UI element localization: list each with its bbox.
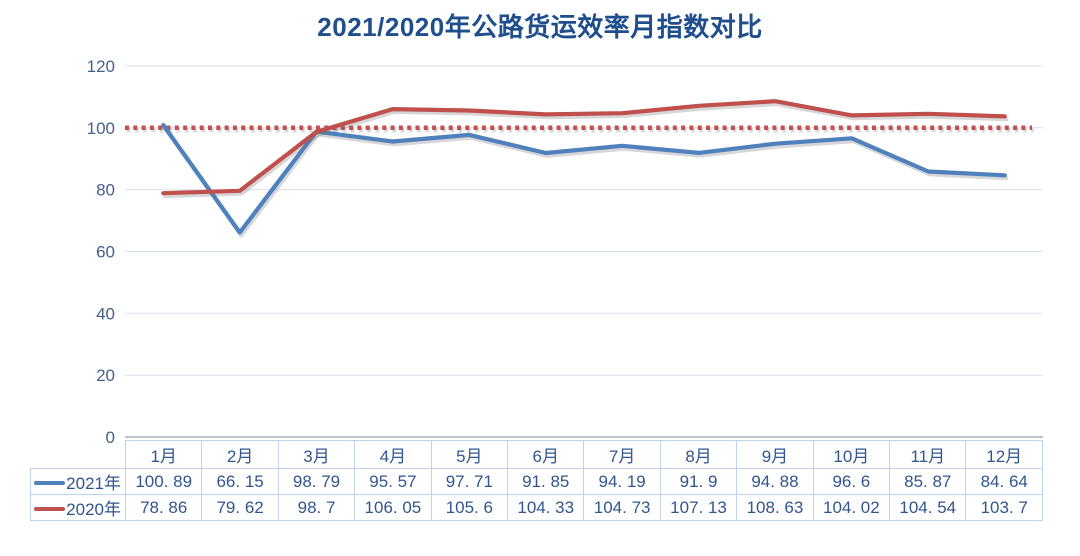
value-cell: 104. 73 <box>583 494 661 521</box>
y-axis-tick-label: 60 <box>96 243 115 262</box>
value-cell: 66. 15 <box>201 468 279 495</box>
month-header-cell: 6月 <box>507 440 585 469</box>
value-cell: 94. 19 <box>583 468 661 495</box>
series-name-label: 2021年 <box>66 474 121 493</box>
legend-line-swatch <box>34 506 66 511</box>
series-line-2021年-shadow <box>162 125 1009 238</box>
series-name-label: 2020年 <box>66 500 121 519</box>
month-header-cell: 3月 <box>277 440 356 469</box>
legend-cell-2020年: 2020年 <box>30 494 126 521</box>
y-axis-tick-label: 20 <box>96 366 115 385</box>
value-cell: 78. 86 <box>124 494 203 521</box>
value-cell: 98. 7 <box>277 494 356 521</box>
value-cell: 104. 33 <box>507 494 585 521</box>
y-axis-tick-label: 40 <box>96 304 115 323</box>
month-header-cell: 9月 <box>736 440 814 469</box>
series-line-2020年 <box>161 99 1007 196</box>
value-cell: 91. 85 <box>507 468 585 495</box>
value-cell: 103. 7 <box>965 494 1043 521</box>
month-header-cell: 1月 <box>124 440 203 469</box>
value-cell: 108. 63 <box>736 494 814 521</box>
series-line-2021年 <box>161 122 1007 235</box>
value-cell: 98. 79 <box>277 468 356 495</box>
table-corner-cell <box>31 441 126 469</box>
chart-data-table: 1月 2月 3月 4月 5月 6月 7月 8月 9月 10月 11月 12月 2021年 100. 89 6… <box>30 440 1043 521</box>
value-cell: 79. 62 <box>201 494 279 521</box>
y-axis-tick-label: 120 <box>87 57 115 76</box>
value-cell: 94. 88 <box>736 468 814 495</box>
value-cell: 104. 02 <box>812 494 891 521</box>
y-axis-tick-label: 100 <box>87 119 115 138</box>
month-header-cell: 11月 <box>889 440 967 469</box>
value-cell: 95. 57 <box>354 468 432 495</box>
month-header-cell: 10月 <box>812 440 891 469</box>
value-cell: 100. 89 <box>124 468 203 495</box>
value-cell: 107. 13 <box>659 494 738 521</box>
month-header-cell: 5月 <box>430 440 509 469</box>
month-header-cell: 7月 <box>583 440 661 469</box>
y-axis-tick-label: 0 <box>106 428 115 447</box>
value-cell: 105. 6 <box>430 494 509 521</box>
month-header-cell: 12月 <box>965 440 1043 469</box>
legend-cell-2021年: 2021年 <box>30 468 126 495</box>
month-header-cell: 4月 <box>354 440 432 469</box>
value-cell: 104. 54 <box>889 494 967 521</box>
month-header-cell: 8月 <box>659 440 738 469</box>
value-cell: 106. 05 <box>354 494 432 521</box>
y-axis-tick-label: 80 <box>96 181 115 200</box>
value-cell: 96. 6 <box>812 468 891 495</box>
legend-line-swatch <box>34 480 66 485</box>
series-line-2020年-shadow <box>162 101 1009 199</box>
month-header-cell: 2月 <box>201 440 279 469</box>
value-cell: 91. 9 <box>659 468 738 495</box>
value-cell: 97. 71 <box>430 468 509 495</box>
value-cell: 84. 64 <box>965 468 1043 495</box>
value-cell: 85. 87 <box>889 468 967 495</box>
chart-title: 2021/2020年公路货运效率月指数对比 <box>317 12 763 42</box>
